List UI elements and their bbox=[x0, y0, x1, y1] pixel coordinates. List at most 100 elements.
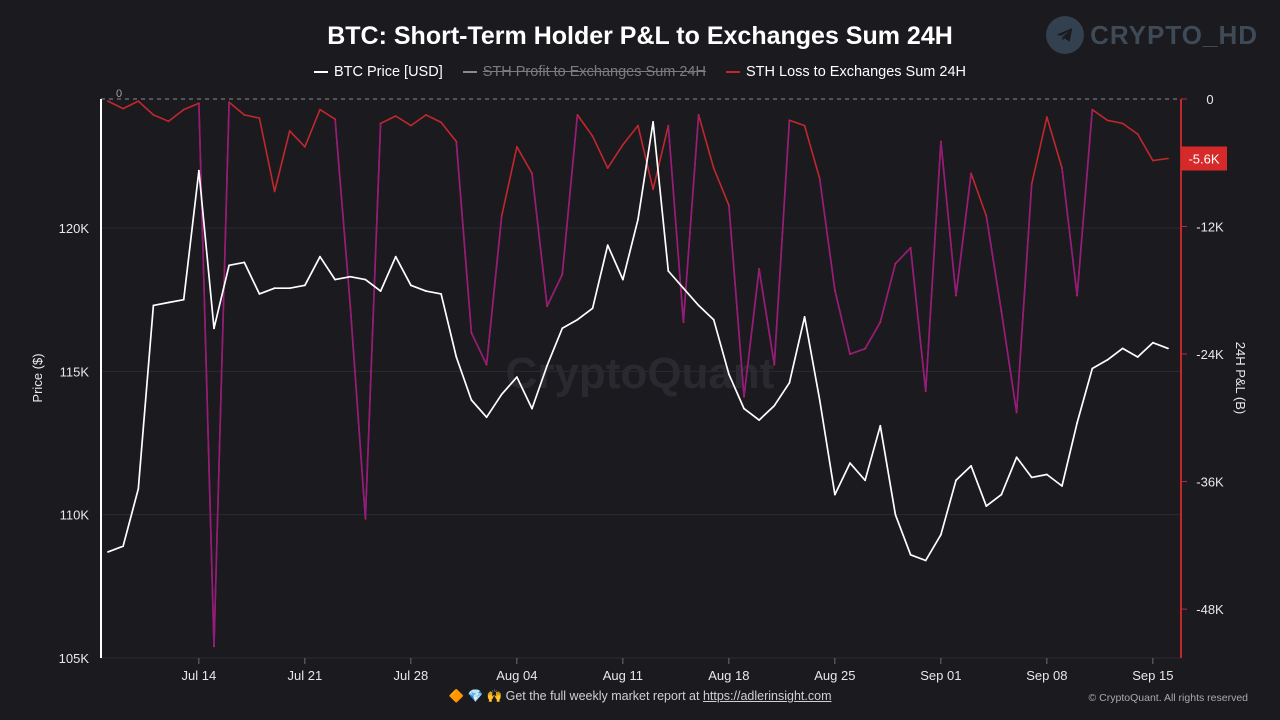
loss-point bbox=[531, 172, 533, 175]
loss-deep-segment bbox=[1000, 311, 1018, 413]
loss-deep-segment bbox=[1076, 109, 1094, 296]
price-point bbox=[894, 513, 897, 516]
price-point bbox=[1167, 347, 1169, 350]
price-point bbox=[1091, 367, 1094, 370]
price-point bbox=[803, 315, 806, 318]
price-point bbox=[213, 327, 215, 330]
left-tick-label: 105K bbox=[59, 651, 90, 666]
loss-deep-segment bbox=[864, 321, 881, 350]
loss-point bbox=[970, 172, 973, 175]
loss-deep-segment bbox=[198, 103, 215, 647]
price-point bbox=[621, 278, 624, 281]
loss-point bbox=[1121, 122, 1124, 125]
loss-point bbox=[909, 246, 912, 249]
loss-point bbox=[1136, 133, 1139, 135]
loss-point bbox=[606, 167, 609, 169]
price-point bbox=[182, 298, 185, 301]
legend-label-btc-price: BTC Price [USD] bbox=[333, 64, 443, 80]
loss-point bbox=[122, 107, 125, 110]
loss-point bbox=[1045, 116, 1048, 118]
price-point bbox=[879, 424, 882, 427]
right-tick-label: 0 bbox=[1206, 92, 1213, 107]
loss-point bbox=[1015, 411, 1018, 414]
price-point bbox=[500, 393, 503, 396]
price-point bbox=[228, 264, 231, 267]
loss-point bbox=[258, 117, 261, 120]
price-point bbox=[985, 505, 988, 507]
loss-point bbox=[788, 119, 791, 122]
right-tick-label: -48K bbox=[1196, 602, 1224, 617]
loss-point bbox=[561, 273, 564, 276]
legend-item-sth-profit[interactable]: STH Profit to Exchanges Sum 24H bbox=[462, 64, 706, 80]
legend-item-sth-loss[interactable]: STH Loss to Exchanges Sum 24H bbox=[725, 64, 966, 80]
left-tick-label: 120K bbox=[59, 221, 90, 236]
right-axis-ticks: 0 -12K -24K -36K -48K bbox=[1181, 92, 1224, 617]
x-tick-label: Aug 11 bbox=[603, 668, 643, 683]
loss-point bbox=[849, 353, 851, 355]
loss-point bbox=[364, 517, 367, 520]
brand-watermark-text: CRYPTO_HD bbox=[1090, 19, 1258, 50]
price-point bbox=[955, 479, 957, 482]
price-point bbox=[727, 373, 730, 376]
price-point bbox=[818, 399, 821, 401]
loss-deep-segment bbox=[818, 178, 836, 291]
loss-point bbox=[833, 289, 836, 292]
footer: 🔶 💎 🙌 Get the full weekly market report … bbox=[0, 689, 1280, 704]
price-point bbox=[606, 244, 609, 247]
price-point bbox=[288, 287, 291, 290]
loss-deep-segment bbox=[485, 215, 503, 365]
price-point bbox=[924, 559, 927, 562]
legend-swatch-btc-price bbox=[313, 71, 328, 73]
price-point bbox=[334, 278, 337, 281]
footer-link[interactable]: https://adlerinsight.com bbox=[702, 689, 832, 703]
legend-item-btc-price[interactable]: BTC Price [USD] bbox=[313, 64, 443, 80]
loss-point bbox=[1076, 294, 1079, 297]
x-tick-label: Jul 14 bbox=[182, 668, 217, 683]
price-point bbox=[970, 465, 973, 467]
loss-deep-segment bbox=[682, 114, 700, 323]
loss-point bbox=[652, 188, 655, 191]
loss-deep-segment bbox=[561, 114, 579, 275]
price-point bbox=[1136, 356, 1139, 358]
x-tick-label: Aug 18 bbox=[708, 668, 749, 683]
loss-deep-segment bbox=[728, 205, 745, 397]
loss-point bbox=[485, 363, 488, 366]
right-tick-label: -36K bbox=[1196, 475, 1224, 490]
x-tick-label: Sep 01 bbox=[920, 668, 961, 683]
price-point bbox=[1030, 476, 1033, 479]
price-point bbox=[849, 462, 851, 464]
loss-point bbox=[576, 114, 579, 116]
right-tick-label: -24K bbox=[1196, 347, 1224, 362]
loss-deep-segment bbox=[470, 332, 488, 366]
left-axis-ticks: 120K 115K 110K 105K bbox=[59, 221, 90, 666]
loss-point bbox=[349, 305, 352, 308]
loss-deep-segment bbox=[955, 173, 972, 296]
loss-deep-segment bbox=[213, 102, 230, 647]
x-tick-label: Aug 04 bbox=[496, 668, 537, 683]
x-tick-label: Aug 25 bbox=[814, 668, 855, 683]
grid-lines bbox=[101, 227, 1181, 659]
loss-point bbox=[682, 321, 685, 324]
price-point bbox=[712, 318, 715, 321]
loss-point bbox=[319, 108, 321, 111]
price-point bbox=[243, 261, 246, 264]
loss-point bbox=[515, 145, 518, 148]
loss-deep-segment bbox=[924, 141, 942, 392]
loss-point bbox=[591, 135, 594, 138]
price-point bbox=[379, 290, 382, 292]
price-point bbox=[773, 404, 776, 407]
zero-line-label: 0 bbox=[116, 88, 122, 100]
price-point bbox=[591, 307, 594, 310]
price-point bbox=[697, 304, 700, 307]
last-value-badge: -5.6K bbox=[1181, 146, 1227, 171]
loss-deep-segment bbox=[364, 123, 382, 519]
price-point bbox=[319, 255, 321, 258]
loss-point bbox=[743, 395, 745, 398]
right-tick-label: -12K bbox=[1196, 220, 1224, 235]
loss-point bbox=[288, 129, 291, 132]
loss-deep-segment bbox=[985, 215, 1003, 312]
price-point bbox=[303, 284, 306, 287]
price-point bbox=[864, 479, 867, 482]
price-point bbox=[1151, 341, 1154, 344]
